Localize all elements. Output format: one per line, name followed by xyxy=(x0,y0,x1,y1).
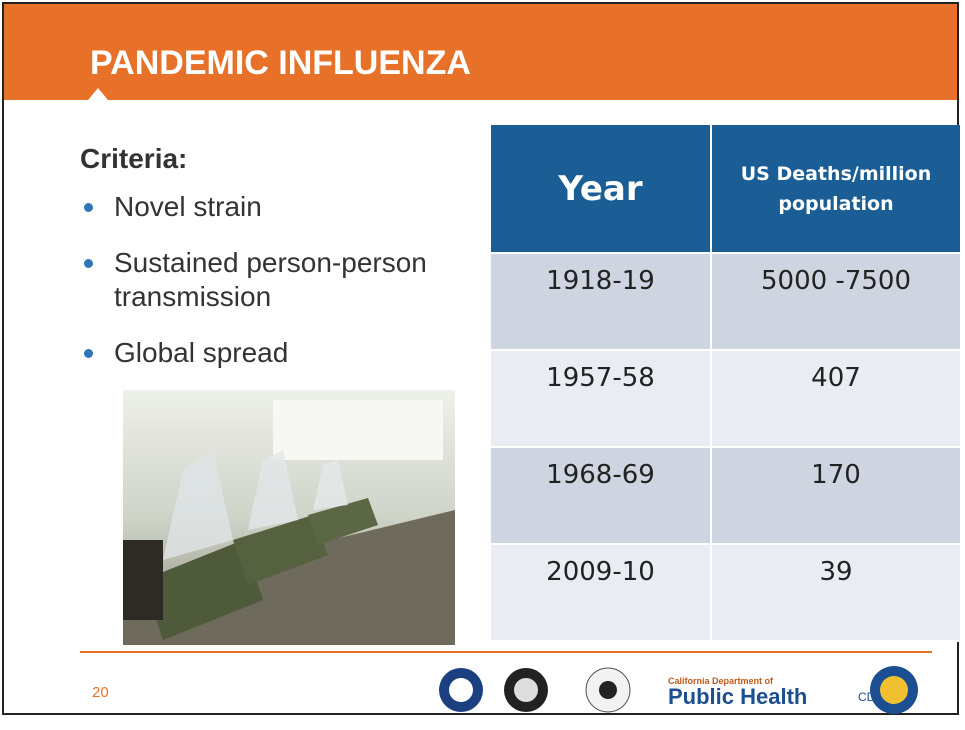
bullet: Global spread xyxy=(80,336,460,370)
bullet: Novel strain xyxy=(80,190,460,224)
cdph-logo: California Department of Public Health C… xyxy=(668,676,892,709)
column-header: Year xyxy=(491,125,712,254)
deaths-cell: 39 xyxy=(711,544,962,642)
deaths-cell: 5000 -7500 xyxy=(711,253,962,351)
year-cell: 1918-19 xyxy=(491,253,712,351)
seal-logo xyxy=(870,666,918,714)
header-notch xyxy=(88,88,108,100)
criteria-heading: Criteria: xyxy=(80,143,188,174)
agency-logos xyxy=(439,667,631,713)
deaths-cell: 170 xyxy=(711,447,962,545)
footer-rule xyxy=(80,651,932,653)
year-cell: 2009-10 xyxy=(491,544,712,642)
page-number: 20 xyxy=(92,684,109,701)
year-cell: 1957-58 xyxy=(491,350,712,448)
slide-title: PANDEMIC INFLUENZA xyxy=(90,44,471,82)
logo-text: California Department of xyxy=(668,676,774,686)
deaths-cell: 407 xyxy=(711,350,962,448)
year-cell: 1968-69 xyxy=(491,447,712,545)
bullet: Sustained person-person transmission xyxy=(80,246,460,314)
criteria-list: Novel strain Sustained person-person tra… xyxy=(80,190,460,392)
logo-text: Public Health xyxy=(668,684,808,709)
ward-photo xyxy=(123,390,455,645)
column-header: US Deaths/million population xyxy=(711,125,962,254)
pandemic-table: Year US Deaths/million population 1918-19… xyxy=(491,125,962,642)
header-bar xyxy=(4,4,957,100)
